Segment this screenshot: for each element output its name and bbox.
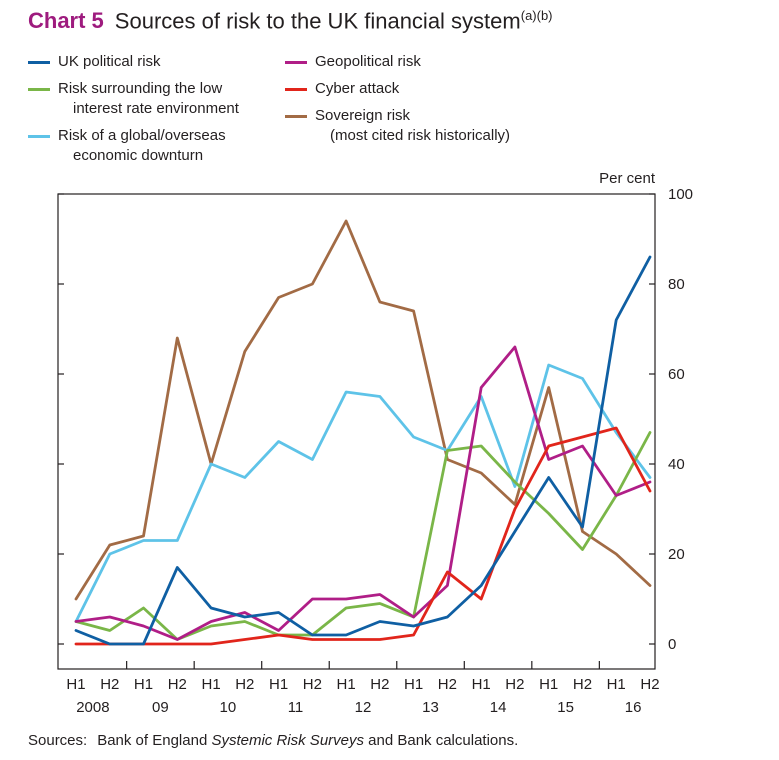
x-half-label: H2 bbox=[370, 676, 389, 693]
x-half-label: H1 bbox=[404, 676, 423, 693]
legend-label-low-interest-rate-risk: Risk surrounding the low interest rate en… bbox=[58, 79, 239, 119]
legend-item-uk-political-risk: UK political risk bbox=[28, 52, 285, 72]
legend-label-line: Cyber attack bbox=[315, 80, 400, 98]
y-tick-label: 40 bbox=[668, 456, 685, 473]
series-line-geopolitical-risk bbox=[74, 345, 652, 642]
x-half-label: H2 bbox=[505, 676, 524, 693]
series-line-sovereign-risk bbox=[74, 219, 652, 601]
legend-item-cyber-attack: Cyber attack bbox=[285, 79, 510, 99]
x-half-label: H1 bbox=[607, 676, 626, 693]
x-half-label: H1 bbox=[337, 676, 356, 693]
legend-label-line: Risk of a global/overseas bbox=[58, 127, 226, 145]
sources-italic-title: Systemic Risk Surveys bbox=[211, 732, 364, 750]
y-tick-label: 0 bbox=[668, 636, 676, 653]
legend-label-line: economic downturn bbox=[73, 147, 204, 165]
x-year-label: 15 bbox=[557, 699, 574, 716]
legend-column-1: UK political risk Risk surrounding the lo… bbox=[28, 52, 285, 166]
legend-label-line: interest rate environment bbox=[73, 100, 239, 118]
x-half-label: H2 bbox=[235, 676, 254, 693]
legend-label-geopolitical-risk: Geopolitical risk bbox=[315, 52, 421, 72]
legend-item-low-interest-rate-risk: Risk surrounding the low interest rate en… bbox=[28, 79, 285, 119]
y-axis-unit-row: Per cent bbox=[28, 170, 655, 187]
series-line-uk-political-risk bbox=[74, 255, 652, 646]
y-tick-label: 100 bbox=[668, 188, 693, 203]
x-year-label: 09 bbox=[152, 699, 169, 716]
legend-label-line: Sovereign risk bbox=[315, 107, 411, 125]
x-half-label: H1 bbox=[66, 676, 85, 693]
x-year-label: 13 bbox=[422, 699, 439, 716]
sources-text-before: Bank of England bbox=[97, 732, 212, 750]
x-half-label: H1 bbox=[202, 676, 221, 693]
series-line-cyber-attack bbox=[74, 426, 652, 646]
x-year-label: 12 bbox=[355, 699, 372, 716]
legend-label-line: (most cited risk historically) bbox=[330, 127, 511, 145]
legend-swatch-low-interest-rate-risk bbox=[28, 88, 50, 92]
legend-label-uk-political-risk: UK political risk bbox=[58, 52, 161, 72]
chart-legend: UK political risk Risk surrounding the lo… bbox=[28, 52, 779, 166]
legend-item-geopolitical-risk: Geopolitical risk bbox=[285, 52, 510, 72]
y-axis-unit-label: Per cent bbox=[599, 170, 655, 188]
x-half-label: H2 bbox=[640, 676, 659, 693]
y-tick-label: 20 bbox=[668, 546, 685, 563]
x-half-label: H2 bbox=[100, 676, 119, 693]
legend-swatch-geopolitical-risk bbox=[285, 61, 307, 65]
legend-item-global-downturn-risk: Risk of a global/overseas economic downtu… bbox=[28, 126, 285, 166]
legend-label-line: Geopolitical risk bbox=[315, 53, 421, 71]
y-tick-label: 60 bbox=[668, 366, 685, 383]
sources-text-after: and Bank calculations. bbox=[364, 732, 519, 750]
legend-swatch-uk-political-risk bbox=[28, 61, 50, 65]
series-line-global-downturn-risk bbox=[74, 363, 652, 624]
legend-swatch-sovereign-risk bbox=[285, 115, 307, 119]
chart-title-text: Sources of risk to the UK financial syst… bbox=[114, 8, 521, 34]
sources-note: Sources: Bank of England Systemic Risk Su… bbox=[28, 732, 779, 749]
chart-number-label: Chart 5 bbox=[28, 8, 104, 34]
legend-label-line: UK political risk bbox=[58, 53, 161, 71]
x-year-label: 10 bbox=[220, 699, 237, 716]
footnote-markers: (a)(b) bbox=[520, 8, 553, 23]
legend-column-2: Geopolitical risk Cyber attack Sovereign r… bbox=[285, 52, 510, 166]
legend-label-sovereign-risk: Sovereign risk (most cited risk historica… bbox=[315, 106, 510, 146]
legend-swatch-cyber-attack bbox=[285, 88, 307, 92]
legend-label-cyber-attack: Cyber attack bbox=[315, 79, 399, 99]
legend-label-global-downturn-risk: Risk of a global/overseas economic downtu… bbox=[58, 126, 226, 166]
x-year-label: 14 bbox=[490, 699, 507, 716]
x-half-label: H1 bbox=[269, 676, 288, 693]
y-tick-label: 80 bbox=[668, 276, 685, 293]
x-half-label: H2 bbox=[168, 676, 187, 693]
legend-label-line: Risk surrounding the low bbox=[58, 80, 223, 98]
series-line-low-interest-rate-risk bbox=[74, 431, 652, 642]
sources-label: Sources: bbox=[28, 732, 88, 750]
x-half-label: H1 bbox=[539, 676, 558, 693]
risk-sources-line-chart: 0 20 40 60 80 100 H1 H2 H1 H2 H1 H2 H1 H2 H1 H2 H1 H2 H1 H2… bbox=[57, 188, 693, 716]
page-title: Chart 5 Sources of risk to the UK financi… bbox=[28, 8, 779, 34]
legend-item-sovereign-risk: Sovereign risk (most cited risk historica… bbox=[285, 106, 510, 146]
x-half-label: H1 bbox=[134, 676, 153, 693]
x-half-label: H2 bbox=[573, 676, 592, 693]
x-half-label: H1 bbox=[472, 676, 491, 693]
x-half-label: H2 bbox=[303, 676, 322, 693]
x-year-label: 11 bbox=[288, 699, 304, 716]
x-half-label: H2 bbox=[438, 676, 457, 693]
legend-swatch-global-downturn-risk bbox=[28, 135, 50, 139]
x-year-label: 2008 bbox=[76, 699, 109, 716]
plot-frame bbox=[57, 193, 656, 670]
x-year-label: 16 bbox=[625, 699, 642, 716]
